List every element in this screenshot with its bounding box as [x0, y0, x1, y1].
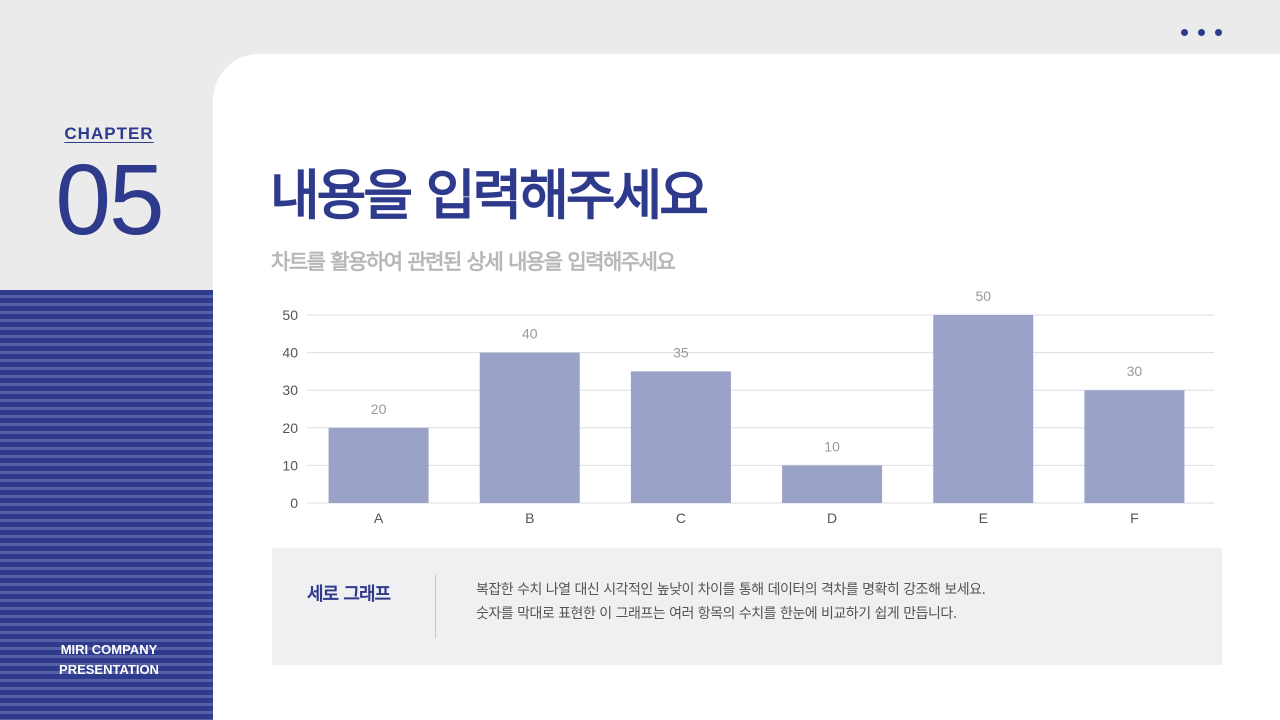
- y-tick-label: 10: [282, 457, 298, 473]
- y-tick-label: 40: [282, 345, 298, 361]
- bar: [328, 427, 429, 503]
- data-label: 40: [522, 326, 538, 342]
- x-tick-label: A: [374, 510, 384, 526]
- x-tick-label: C: [676, 510, 686, 526]
- info-line-2: 숫자를 막대로 표현한 이 그래프는 여러 항목의 수치를 한눈에 비교하기 쉽…: [476, 606, 957, 622]
- more-options-icon[interactable]: [1181, 29, 1222, 36]
- bar: [933, 315, 1034, 503]
- data-label: 50: [975, 288, 991, 304]
- dot: [1215, 29, 1222, 36]
- page-title: 내용을 입력해주세요: [270, 164, 709, 227]
- bar: [782, 465, 883, 503]
- x-tick-label: B: [525, 510, 534, 526]
- info-title: 세로 그래프: [307, 584, 391, 605]
- side-stripe-band: [0, 290, 213, 720]
- dot: [1198, 29, 1205, 36]
- y-tick-label: 20: [282, 420, 298, 436]
- company-name: MIRI COMPANY PRESENTATION: [0, 640, 218, 680]
- y-tick-label: 0: [290, 495, 298, 511]
- x-tick-label: D: [827, 510, 837, 526]
- info-divider: [435, 575, 436, 638]
- company-line-2: PRESENTATION: [59, 662, 159, 677]
- data-label: 20: [371, 401, 387, 417]
- bar-chart: 0 10 20 30 40 50 20 A 40 B 35 C 10 D 50 E 30 F: [282, 288, 1214, 526]
- chapter-label: CHAPTER: [64, 124, 154, 143]
- page-subtitle: 차트를 활용하여 관련된 상세 내용을 입력해주세요: [271, 250, 676, 274]
- dot: [1181, 29, 1188, 36]
- info-line-1: 복잡한 수치 나열 대신 시각적인 높낮이 차이를 통해 데이터의 격차를 명확…: [476, 582, 986, 598]
- data-label: 10: [824, 438, 840, 454]
- bar: [1084, 390, 1185, 503]
- x-tick-label: F: [1130, 510, 1139, 526]
- data-label: 35: [673, 344, 689, 360]
- info-description: 복잡한 수치 나열 대신 시각적인 높낮이 차이를 통해 데이터의 격차를 명확…: [476, 578, 986, 626]
- company-line-1: MIRI COMPANY: [60, 642, 158, 657]
- x-tick-label: E: [979, 510, 988, 526]
- bar: [630, 371, 731, 503]
- data-label: 30: [1127, 363, 1143, 379]
- bar: [479, 352, 580, 503]
- chapter-number: 05: [55, 144, 164, 256]
- info-box: [272, 548, 1222, 665]
- y-tick-label: 50: [282, 307, 298, 323]
- y-tick-label: 30: [282, 382, 298, 398]
